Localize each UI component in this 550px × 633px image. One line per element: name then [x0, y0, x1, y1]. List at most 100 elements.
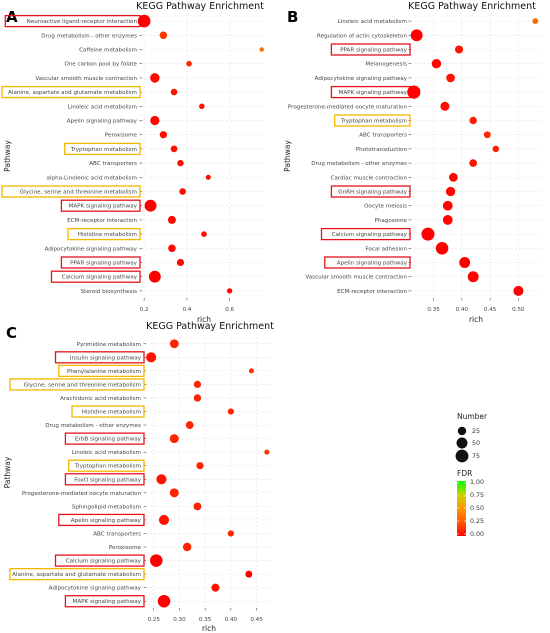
data-point — [226, 288, 233, 294]
y-tick-label: MAPK signaling pathway — [73, 599, 142, 605]
data-point — [176, 258, 185, 267]
y-tick-label: ECM-receptor interaction — [337, 289, 407, 295]
x-tick-label: 0.2 — [140, 307, 149, 313]
y-tick-label: Adipocytokine signaling pathway — [315, 76, 408, 82]
data-point — [532, 18, 539, 25]
data-point — [448, 172, 458, 182]
y-tick-label: Cardiac muscle contraction — [331, 175, 408, 181]
data-point — [193, 502, 202, 511]
y-axis-title: Pathway — [283, 140, 292, 172]
y-tick-label: Peroxisome — [109, 545, 142, 551]
data-point — [227, 408, 234, 415]
y-tick-label: Oocyte meiosis — [364, 204, 407, 210]
data-point — [467, 271, 479, 283]
data-point — [159, 31, 168, 40]
y-tick-label: PPAR signaling pathway — [70, 261, 138, 267]
data-point — [157, 594, 171, 608]
data-point — [196, 462, 204, 470]
highlight-box — [1, 185, 141, 198]
legend-size-title: Number — [457, 412, 488, 421]
y-tick-label: Steroid biosynthesis — [80, 289, 137, 295]
legend-size-dot — [457, 426, 467, 436]
data-point — [407, 85, 421, 99]
data-point — [442, 214, 453, 225]
y-tick-label: Progesterone-mediated oocyte maturation — [288, 104, 408, 110]
y-tick-label: Phototransduction — [356, 147, 408, 153]
y-tick-label: Calcium signaling pathway — [66, 559, 142, 565]
x-tick-label: 0.40 — [225, 617, 238, 623]
data-point — [446, 73, 455, 83]
data-point — [245, 570, 253, 578]
x-tick-label: 0.25 — [147, 617, 160, 623]
y-tick-label: GnRH signaling pathway — [338, 190, 407, 196]
x-tick-label: 0.40 — [456, 307, 469, 313]
highlight-box — [58, 513, 145, 527]
data-point — [158, 514, 170, 525]
y-tick-label: ABC transporters — [89, 161, 137, 167]
legend-size-dot — [456, 437, 468, 449]
data-point — [440, 101, 450, 111]
y-tick-label: Glycine, serine and threonine metabolism — [20, 190, 137, 196]
data-point — [459, 257, 471, 268]
data-point — [169, 434, 179, 444]
highlight-box — [334, 114, 411, 127]
data-point — [146, 352, 157, 363]
y-tick-label: Neuroactive ligand-receptor interaction — [27, 19, 138, 25]
legend-color-tick-5: 0.00 — [470, 531, 484, 538]
highlight-box — [58, 364, 145, 378]
highlight-box — [320, 227, 411, 241]
y-tick-label: Tryptophan metabolism — [70, 147, 137, 153]
plot-area — [142, 14, 266, 298]
highlight-box — [64, 432, 145, 445]
y-tick-label: Adipocytokine signaling pathway — [45, 246, 138, 252]
highlight-box — [60, 199, 141, 212]
data-point — [179, 188, 186, 195]
y-tick-label: Linoleic acid metabolism — [68, 104, 137, 110]
y-axis-title: Pathway — [3, 456, 12, 488]
y-tick-label: Tryptophan metabolism — [74, 464, 141, 470]
highlight-box — [1, 85, 141, 99]
y-tick-label: MAPK signaling pathway — [339, 90, 408, 96]
y-tick-label: Pyrimidine metabolism — [77, 342, 141, 348]
data-point — [169, 488, 179, 498]
data-point — [248, 368, 254, 374]
highlight-box — [54, 351, 145, 364]
y-tick-label: Drug metabolism - other enzymes — [45, 423, 141, 429]
y-tick-label: alpha-Linolenic acid metabolism — [47, 175, 137, 181]
chart-title: KEGG Pathway Enrichment — [408, 1, 536, 12]
data-point — [469, 116, 477, 125]
y-tick-label: MAPK signaling pathway — [69, 204, 138, 210]
y-tick-label: PPAR signaling pathway — [340, 48, 408, 54]
data-point — [167, 215, 176, 224]
y-tick-label: Drug metabolism - other enzymes — [311, 161, 407, 167]
x-tick-label: 0.6 — [225, 307, 234, 313]
y-tick-label: Calcium signaling pathway — [62, 275, 138, 281]
panel-c: C KEGG Pathway Enrichment 0.25 0.30 0.35 0.40… — [3, 321, 274, 633]
legend-color-tick-3: 0.50 — [470, 505, 484, 512]
data-point — [421, 227, 435, 241]
y-tick-label: Alanine, aspartate and glutamate metabol… — [12, 572, 141, 578]
y-tick-label: Peroxisome — [105, 133, 138, 139]
panel-a: A KEGG Pathway Enrichment 0.2 0.4 0.6 rich Pat… — [1, 1, 266, 324]
data-point — [227, 530, 234, 537]
y-tick-label: Phenylalanine metabolism — [67, 369, 141, 375]
data-point — [431, 58, 442, 69]
y-tick-label: Drug metabolism - other enzymes — [41, 33, 137, 39]
highlight-box — [330, 43, 411, 56]
y-tick-label: Vascular smooth muscle contraction — [35, 76, 137, 82]
chart-title: KEGG Pathway Enrichment — [136, 1, 264, 12]
legend-color-bar — [457, 481, 466, 536]
chart-title: KEGG Pathway Enrichment — [146, 321, 274, 332]
highlight-box — [330, 185, 411, 198]
data-point — [182, 542, 192, 552]
data-point — [150, 73, 160, 83]
data-point — [445, 186, 456, 197]
highlight-box — [60, 256, 141, 269]
highlight-box — [68, 459, 145, 472]
data-point — [193, 380, 202, 389]
x-tick-label: 0.35 — [427, 307, 440, 313]
data-point — [177, 159, 184, 167]
x-tick-label: 0.4 — [182, 307, 191, 313]
highlight-box — [9, 378, 145, 391]
y-tick-label: Caffeine metabolism — [79, 48, 137, 54]
